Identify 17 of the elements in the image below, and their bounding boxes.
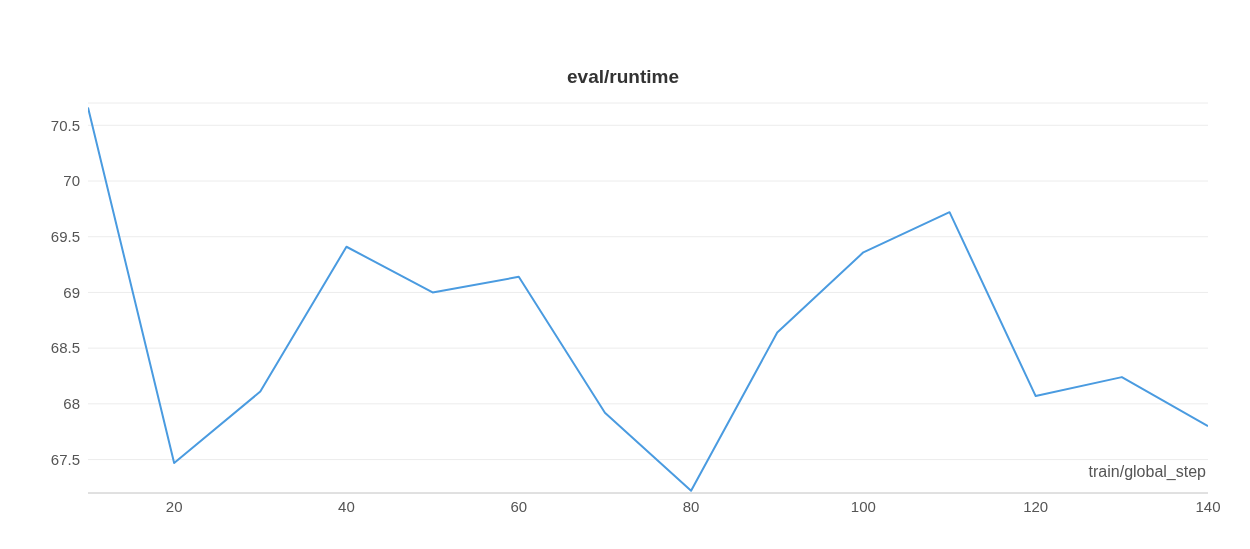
chart-title: eval/runtime (566, 66, 680, 88)
y-tick-label: 68.5 (50, 339, 80, 357)
y-tick-label: 68 (63, 395, 80, 413)
x-tick-label: 120 (1023, 497, 1049, 515)
x-tick-label: 80 (682, 497, 700, 515)
x-axis-title: train/global_step (1088, 463, 1206, 481)
x-tick-label: 100 (850, 497, 876, 515)
x-tick-label: 140 (1195, 497, 1221, 515)
y-tick-label: 69.5 (50, 228, 80, 246)
x-tick-label: 40 (338, 497, 355, 515)
line-series (88, 106, 1208, 492)
x-tick-label: 20 (165, 497, 183, 515)
x-tick-label: 60 (510, 497, 528, 515)
y-tick-label: 70.5 (50, 116, 80, 134)
y-tick-label: 67.5 (50, 450, 80, 468)
y-tick-label: 70 (63, 172, 80, 190)
y-tick-label: 69 (63, 283, 80, 301)
